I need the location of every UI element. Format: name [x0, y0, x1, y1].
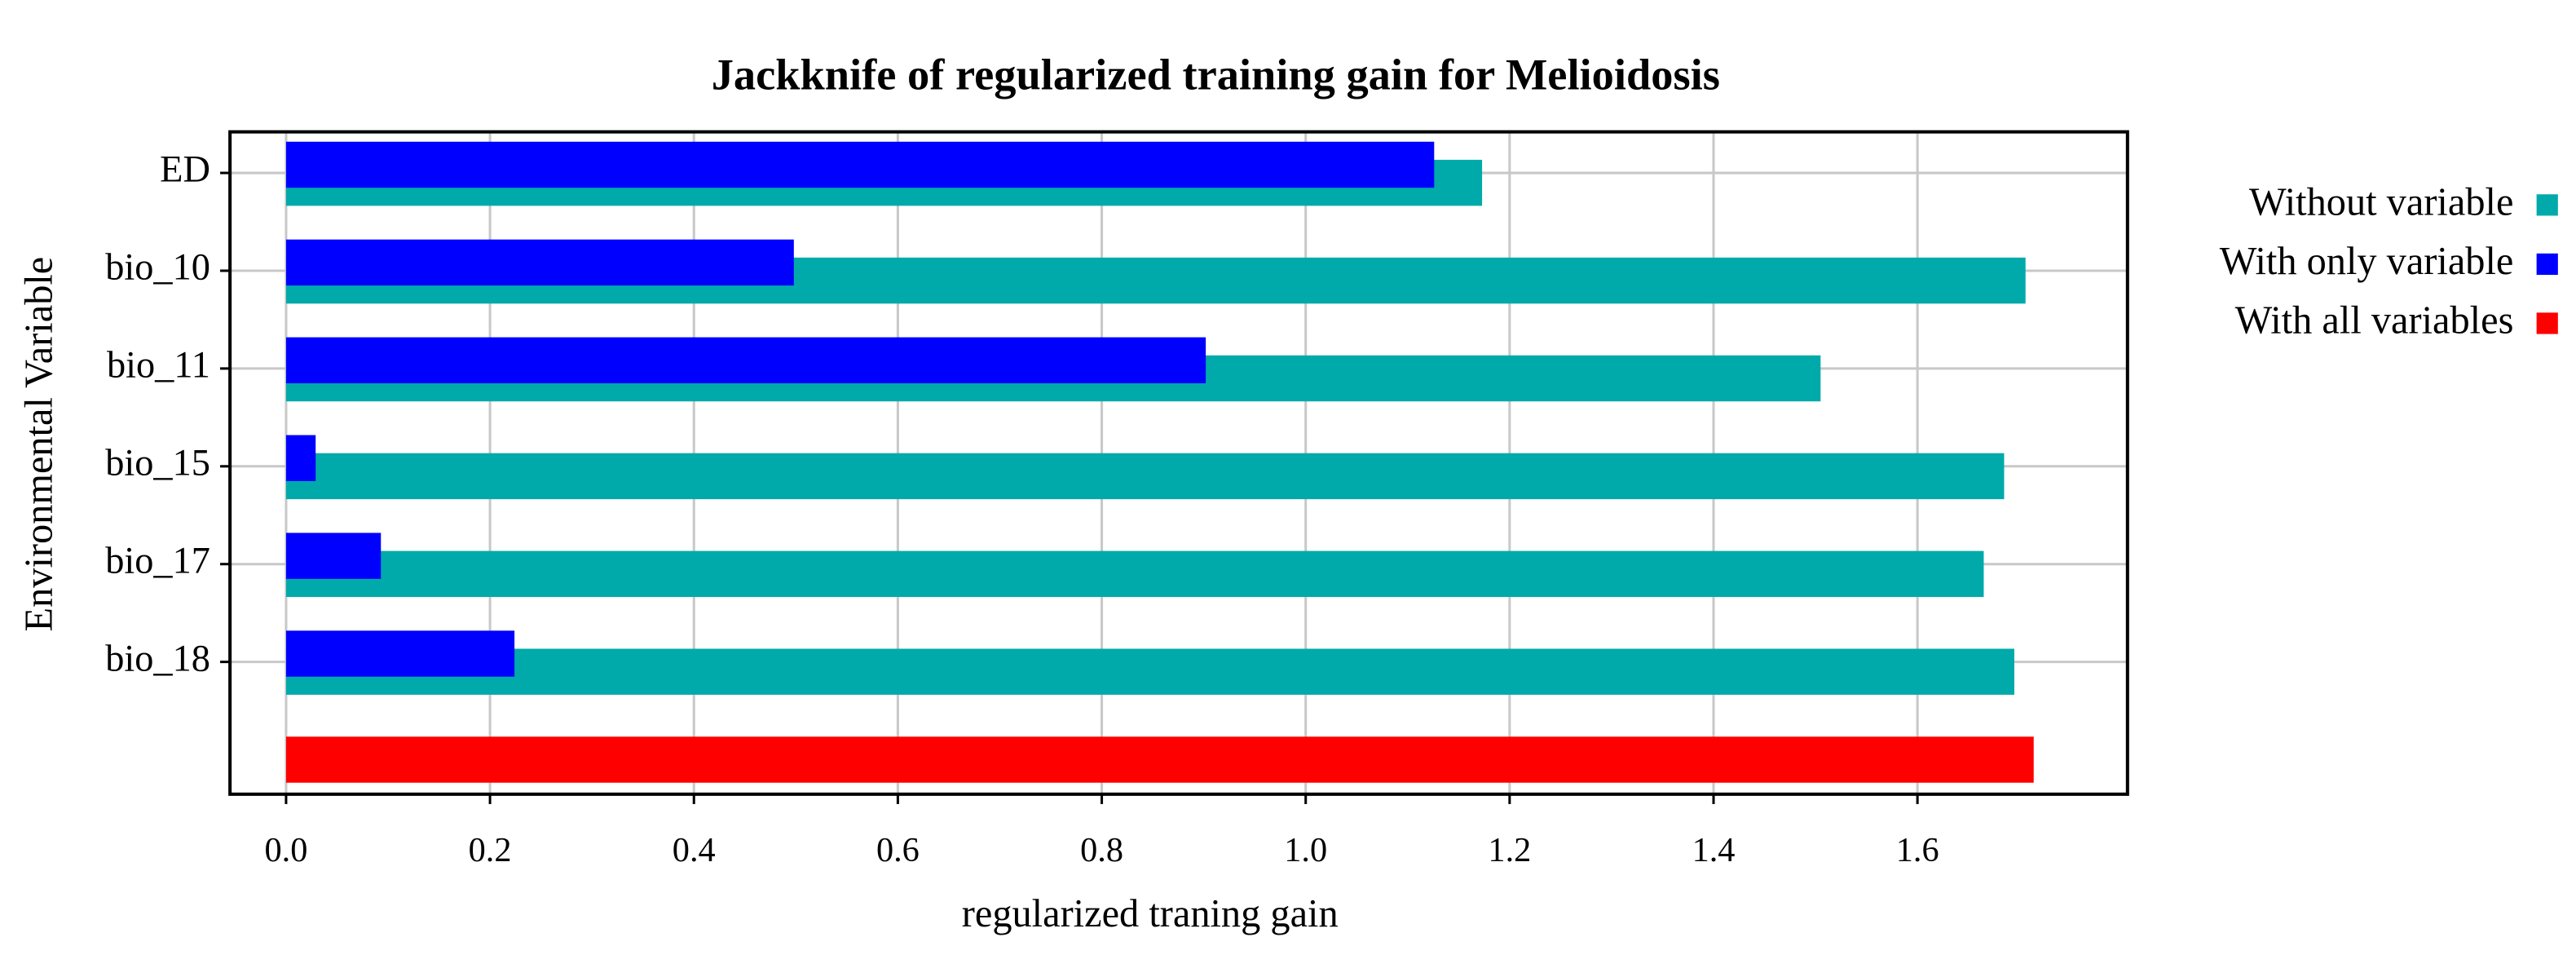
- x-tick-label: 0.2: [469, 831, 512, 869]
- bar: [285, 141, 1435, 188]
- bar: [285, 550, 1984, 598]
- bar: [285, 736, 2034, 783]
- legend-swatch: [2536, 312, 2558, 334]
- x-tick-label: 0.0: [264, 831, 307, 869]
- plot-frame: [228, 130, 2129, 796]
- x-tick-label: 1.2: [1488, 831, 1531, 869]
- y-tick-label: bio_18: [105, 638, 210, 679]
- x-tick-label: 1.6: [1896, 831, 1939, 869]
- x-tick-label: 0.4: [673, 831, 716, 869]
- bars: [285, 141, 2034, 783]
- bar: [285, 630, 515, 677]
- labels: 0.0 0.2 0.4 0.6 0.8 1.0 1.2 1.4 1.6 ED bio_10 bio_1…: [105, 149, 2558, 869]
- x-axis-label: regularized traning gain: [962, 892, 1339, 935]
- legend-swatch: [2536, 253, 2558, 276]
- bar: [285, 435, 316, 481]
- bar: [285, 648, 2014, 695]
- bar: [285, 453, 2005, 500]
- x-tick-label: 1.4: [1692, 831, 1736, 869]
- bar: [285, 337, 1206, 384]
- y-tick-label: bio_10: [105, 247, 210, 289]
- y-axis-label: Environmental Variable: [17, 257, 60, 632]
- y-tick-label: bio_17: [105, 540, 210, 581]
- bar: [285, 533, 382, 579]
- x-tick-label: 0.6: [876, 831, 920, 869]
- chart-title: Jackknife of regularized training gain f…: [712, 51, 1720, 99]
- y-tick-label: ED: [160, 149, 210, 191]
- legend-swatch: [2536, 194, 2558, 216]
- y-tick-label: bio_15: [105, 442, 210, 484]
- bar: [285, 239, 794, 286]
- x-tick-label: 0.8: [1080, 831, 1123, 869]
- x-tick-label: 1.0: [1284, 831, 1327, 869]
- y-tick-label: bio_11: [107, 345, 210, 387]
- legend-label: With only variable: [2220, 240, 2514, 283]
- legend-label: With all variables: [2235, 299, 2514, 343]
- legend-label: Without variable: [2249, 180, 2513, 223]
